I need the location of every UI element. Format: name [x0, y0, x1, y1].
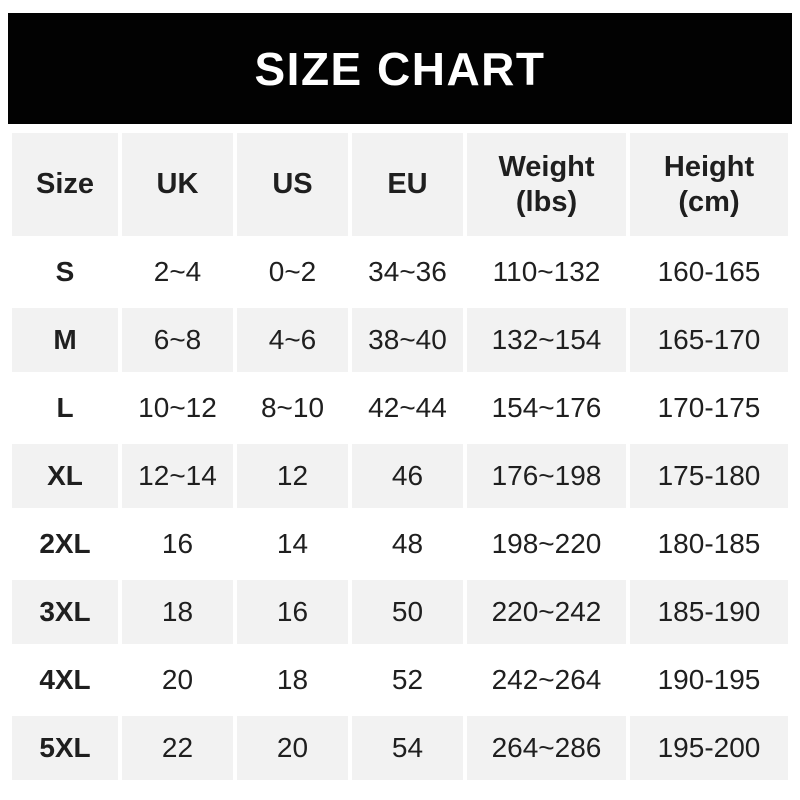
us-cell: 8~10	[237, 376, 348, 440]
eu-cell: 42~44	[352, 376, 463, 440]
us-cell: 4~6	[237, 308, 348, 372]
size-cell: M	[12, 308, 118, 372]
us-cell: 20	[237, 716, 348, 780]
column-header-unit: (lbs)	[515, 185, 578, 218]
weight-cell: 242~264	[467, 648, 626, 712]
height-cell: 195-200	[630, 716, 788, 780]
eu-cell: 48	[352, 512, 463, 576]
us-cell: 18	[237, 648, 348, 712]
column-header-uk: UK	[122, 133, 233, 236]
size-cell: 2XL	[12, 512, 118, 576]
uk-cell: 10~12	[122, 376, 233, 440]
column-header-label: UK	[156, 168, 199, 200]
size-cell: 5XL	[12, 716, 118, 780]
size-cell: S	[12, 240, 118, 304]
size-cell: 3XL	[12, 580, 118, 644]
weight-cell: 132~154	[467, 308, 626, 372]
weight-cell: 220~242	[467, 580, 626, 644]
column-header-label: Weight	[498, 150, 595, 183]
size-cell: L	[12, 376, 118, 440]
table-row-2xl: 2XL 16 14 48 198~220 180-185	[12, 512, 788, 576]
table-row-xl: XL 12~14 12 46 176~198 175-180	[12, 444, 788, 508]
weight-cell: 264~286	[467, 716, 626, 780]
title-banner: SIZE CHART	[8, 13, 792, 124]
table-row-4xl: 4XL 20 18 52 242~264 190-195	[12, 648, 788, 712]
eu-cell: 50	[352, 580, 463, 644]
uk-cell: 22	[122, 716, 233, 780]
table-row-3xl: 3XL 18 16 50 220~242 185-190	[12, 580, 788, 644]
uk-cell: 12~14	[122, 444, 233, 508]
us-cell: 0~2	[237, 240, 348, 304]
us-cell: 14	[237, 512, 348, 576]
height-cell: 160-165	[630, 240, 788, 304]
table-body: S 2~4 0~2 34~36 110~132 160-165 M 6~8 4~…	[12, 240, 788, 780]
column-header-us: US	[237, 133, 348, 236]
page-title: SIZE CHART	[254, 42, 546, 95]
eu-cell: 38~40	[352, 308, 463, 372]
table-row-5xl: 5XL 22 20 54 264~286 195-200	[12, 716, 788, 780]
weight-cell: 154~176	[467, 376, 626, 440]
uk-cell: 6~8	[122, 308, 233, 372]
table-row-m: M 6~8 4~6 38~40 132~154 165-170	[12, 308, 788, 372]
weight-cell: 198~220	[467, 512, 626, 576]
size-cell: 4XL	[12, 648, 118, 712]
height-cell: 165-170	[630, 308, 788, 372]
table-header: Size UK US EU Weight (lbs) Height (cm)	[12, 133, 788, 236]
height-cell: 190-195	[630, 648, 788, 712]
weight-cell: 110~132	[467, 240, 626, 304]
table-row-l: L 10~12 8~10 42~44 154~176 170-175	[12, 376, 788, 440]
uk-cell: 20	[122, 648, 233, 712]
column-header-unit: (cm)	[678, 185, 740, 218]
uk-cell: 18	[122, 580, 233, 644]
weight-cell: 176~198	[467, 444, 626, 508]
size-chart-table: Size UK US EU Weight (lbs) Height (cm) S 2…	[8, 129, 792, 784]
eu-cell: 34~36	[352, 240, 463, 304]
table-row-s: S 2~4 0~2 34~36 110~132 160-165	[12, 240, 788, 304]
column-header-label: Size	[35, 168, 95, 200]
eu-cell: 46	[352, 444, 463, 508]
column-header-weight: Weight (lbs)	[467, 133, 626, 236]
column-header-label: Height	[663, 150, 755, 183]
column-header-label: US	[272, 168, 313, 200]
us-cell: 16	[237, 580, 348, 644]
header-row: Size UK US EU Weight (lbs) Height (cm)	[12, 133, 788, 236]
column-header-label: EU	[387, 168, 428, 200]
eu-cell: 52	[352, 648, 463, 712]
eu-cell: 54	[352, 716, 463, 780]
column-header-height: Height (cm)	[630, 133, 788, 236]
uk-cell: 2~4	[122, 240, 233, 304]
height-cell: 170-175	[630, 376, 788, 440]
size-cell: XL	[12, 444, 118, 508]
height-cell: 180-185	[630, 512, 788, 576]
uk-cell: 16	[122, 512, 233, 576]
height-cell: 175-180	[630, 444, 788, 508]
column-header-size: Size	[12, 133, 118, 236]
height-cell: 185-190	[630, 580, 788, 644]
us-cell: 12	[237, 444, 348, 508]
column-header-eu: EU	[352, 133, 463, 236]
